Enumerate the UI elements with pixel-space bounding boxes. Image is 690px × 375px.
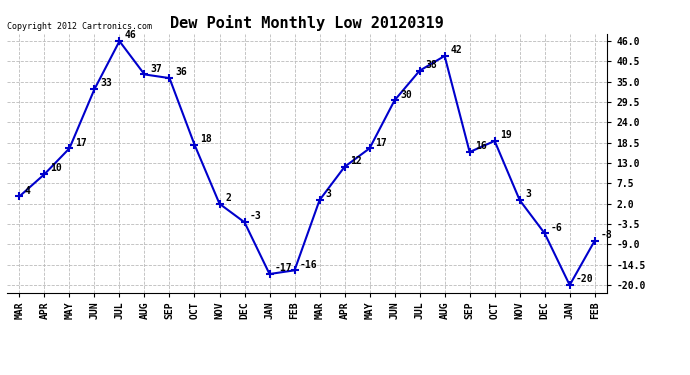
Text: 2: 2: [225, 193, 231, 203]
Text: 30: 30: [400, 90, 412, 99]
Text: 33: 33: [100, 78, 112, 88]
Text: Copyright 2012 Cartronics.com: Copyright 2012 Cartronics.com: [7, 22, 152, 31]
Text: 17: 17: [375, 138, 387, 147]
Text: 19: 19: [500, 130, 512, 140]
Text: 46: 46: [125, 30, 137, 40]
Text: 36: 36: [175, 68, 187, 77]
Text: -6: -6: [550, 223, 562, 232]
Text: 38: 38: [425, 60, 437, 70]
Text: -17: -17: [275, 263, 293, 273]
Text: 17: 17: [75, 138, 87, 147]
Text: 37: 37: [150, 64, 161, 74]
Text: 4: 4: [25, 186, 31, 196]
Text: 16: 16: [475, 141, 487, 151]
Text: -3: -3: [250, 211, 262, 222]
Text: 18: 18: [200, 134, 212, 144]
Text: 12: 12: [350, 156, 362, 166]
Text: -20: -20: [575, 274, 593, 284]
Text: 3: 3: [525, 189, 531, 199]
Text: -8: -8: [600, 230, 612, 240]
Text: -16: -16: [300, 260, 317, 270]
Text: 3: 3: [325, 189, 331, 199]
Text: 10: 10: [50, 164, 61, 173]
Text: 42: 42: [450, 45, 462, 55]
Title: Dew Point Monthly Low 20120319: Dew Point Monthly Low 20120319: [170, 15, 444, 31]
